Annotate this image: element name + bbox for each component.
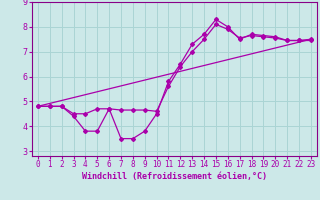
X-axis label: Windchill (Refroidissement éolien,°C): Windchill (Refroidissement éolien,°C) [82,172,267,181]
